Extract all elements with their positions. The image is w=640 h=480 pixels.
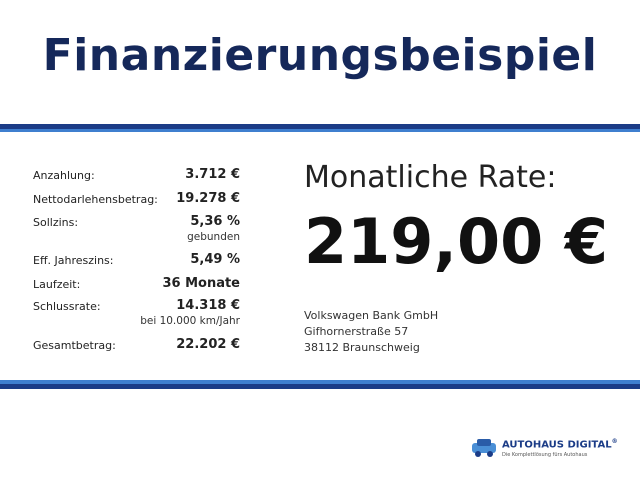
row-label: Sollzins:	[33, 216, 79, 229]
row-value: 22.202 €	[176, 337, 240, 352]
row-value: 14.318 €	[176, 298, 240, 313]
stripe	[0, 129, 640, 132]
row-value: 3.712 €	[185, 167, 240, 182]
stripe	[0, 380, 640, 384]
row-value: 19.278 €	[176, 191, 240, 206]
logo-brand-text: AUTOHAUS DIGITAL	[502, 439, 612, 451]
row-value: 36 Monate	[162, 276, 240, 291]
row-label: Eff. Jahreszins:	[33, 254, 114, 267]
stripe	[0, 124, 640, 129]
logo-icon	[472, 439, 496, 457]
bank-street: Gifhornerstraße 57	[304, 325, 409, 338]
logo-tagline: Die Komplettlösung fürs Autohaus	[502, 452, 588, 458]
row-label: Nettodarlehensbetrag:	[33, 193, 158, 206]
title: Finanzierungsbeispiel	[42, 30, 598, 81]
logo-brand: AUTOHAUS DIGITAL®	[502, 438, 618, 450]
row-label: Laufzeit:	[33, 278, 81, 291]
rate-label: Monatliche Rate:	[304, 160, 557, 195]
row-note: bei 10.000 km/Jahr	[140, 315, 240, 327]
bank-city: 38112 Braunschweig	[304, 341, 420, 354]
stripe	[0, 384, 640, 389]
row-value: 5,36 %	[190, 214, 240, 229]
logo-registered: ®	[611, 438, 618, 445]
row-value: 5,49 %	[190, 252, 240, 267]
rate-value: 219,00 €	[304, 205, 608, 278]
row-label: Schlussrate:	[33, 300, 101, 313]
bank-name: Volkswagen Bank GmbH	[304, 309, 439, 322]
row-note: gebunden	[187, 231, 240, 243]
row-label: Anzahlung:	[33, 169, 95, 182]
row-label: Gesamtbetrag:	[33, 339, 116, 352]
